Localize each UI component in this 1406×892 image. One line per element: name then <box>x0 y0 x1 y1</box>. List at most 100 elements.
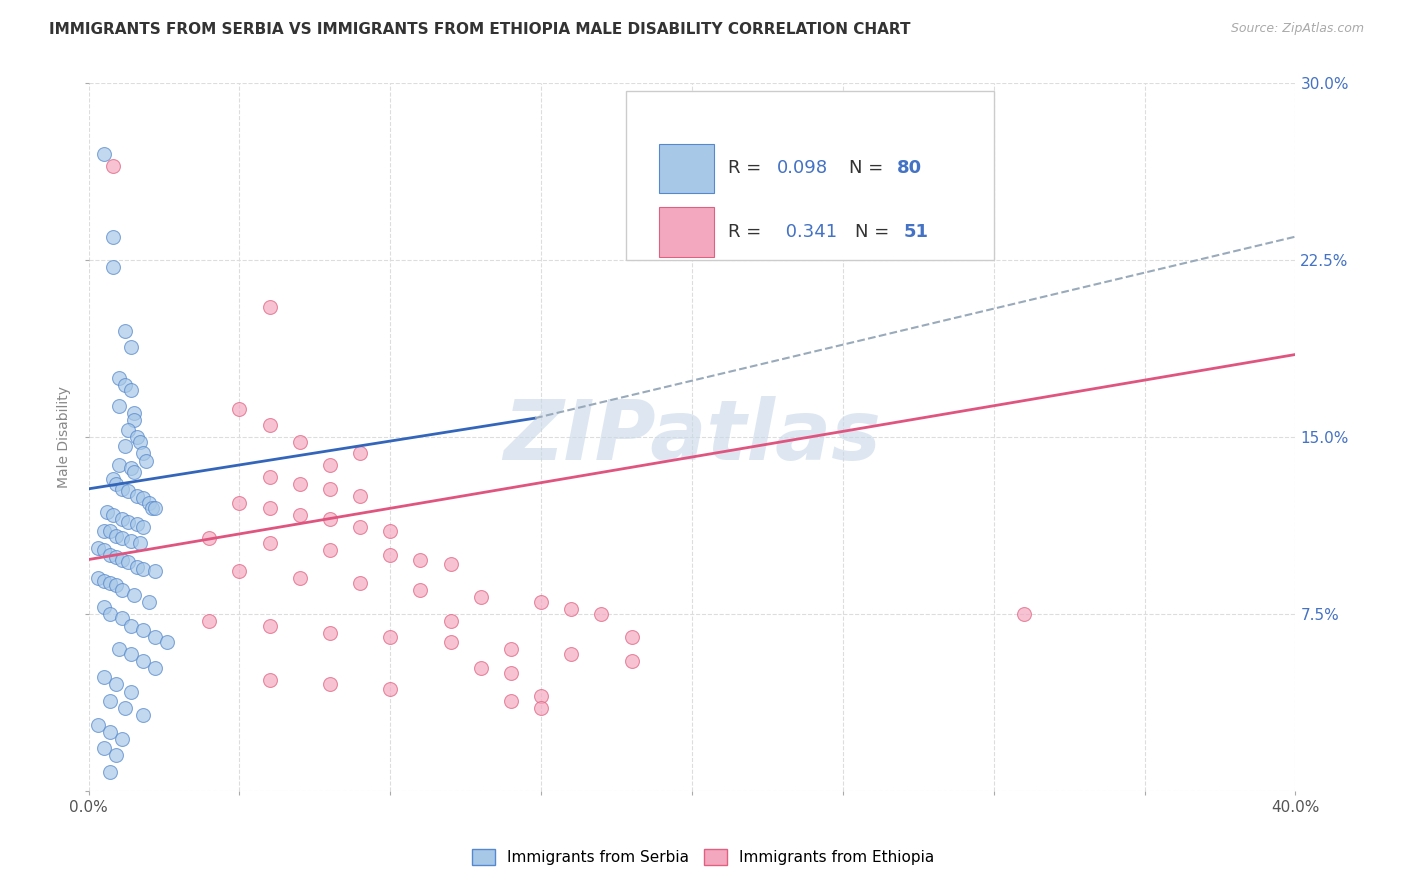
Text: 0.341: 0.341 <box>780 223 837 241</box>
Point <box>228 565 250 579</box>
Point <box>259 418 281 433</box>
Point <box>114 378 136 392</box>
Point <box>104 677 127 691</box>
Point <box>104 748 127 763</box>
Text: R =: R = <box>728 223 768 241</box>
Point <box>128 434 150 449</box>
Point <box>156 635 179 649</box>
Point <box>499 642 522 657</box>
Point <box>288 508 311 522</box>
Point <box>319 512 342 526</box>
Point <box>104 529 127 543</box>
Point <box>104 550 127 565</box>
Point <box>143 500 166 515</box>
Point <box>122 466 145 480</box>
Point <box>117 555 139 569</box>
Bar <box>659 144 714 193</box>
Point <box>530 701 553 715</box>
Point <box>132 491 155 506</box>
Point <box>93 599 115 614</box>
Text: Source: ZipAtlas.com: Source: ZipAtlas.com <box>1230 22 1364 36</box>
Point <box>111 482 134 496</box>
Point <box>98 724 121 739</box>
Point <box>111 532 134 546</box>
Point <box>93 574 115 588</box>
Point <box>120 684 142 698</box>
Point <box>114 701 136 715</box>
Point <box>288 477 311 491</box>
Point <box>439 558 461 572</box>
Point <box>470 591 492 605</box>
Point <box>101 472 124 486</box>
Point <box>107 371 129 385</box>
Point <box>349 489 371 503</box>
Point <box>560 647 582 661</box>
Point <box>93 524 115 539</box>
Point <box>132 519 155 533</box>
Point <box>560 602 582 616</box>
Point <box>259 470 281 484</box>
Point <box>107 400 129 414</box>
Point <box>319 543 342 558</box>
Point <box>259 673 281 687</box>
Point <box>530 595 553 609</box>
Point <box>122 588 145 602</box>
Point <box>470 661 492 675</box>
Point <box>114 324 136 338</box>
Point <box>101 260 124 275</box>
Point <box>96 505 118 519</box>
Point <box>122 413 145 427</box>
Point <box>125 559 148 574</box>
Text: 51: 51 <box>903 223 928 241</box>
Point <box>349 446 371 460</box>
Point <box>104 477 127 491</box>
Point <box>98 524 121 539</box>
Point <box>117 484 139 499</box>
Point <box>93 543 115 558</box>
Point <box>620 630 643 644</box>
Point <box>120 460 142 475</box>
Point <box>98 694 121 708</box>
Point <box>107 642 129 657</box>
Point <box>125 517 148 532</box>
Point <box>409 583 432 598</box>
Point <box>101 229 124 244</box>
Point <box>380 548 402 562</box>
Text: IMMIGRANTS FROM SERBIA VS IMMIGRANTS FROM ETHIOPIA MALE DISABILITY CORRELATION C: IMMIGRANTS FROM SERBIA VS IMMIGRANTS FRO… <box>49 22 911 37</box>
Point <box>499 665 522 680</box>
Point <box>120 618 142 632</box>
Point <box>132 624 155 638</box>
Point <box>120 647 142 661</box>
Point <box>380 630 402 644</box>
Point <box>138 595 160 609</box>
Point <box>319 458 342 473</box>
Point <box>319 677 342 691</box>
Legend: Immigrants from Serbia, Immigrants from Ethiopia: Immigrants from Serbia, Immigrants from … <box>465 843 941 871</box>
Point <box>107 458 129 473</box>
Point <box>259 618 281 632</box>
Point <box>831 147 853 161</box>
Point <box>143 661 166 675</box>
Point <box>86 571 108 585</box>
Text: N =: N = <box>855 223 896 241</box>
Point <box>120 533 142 548</box>
Point <box>104 578 127 592</box>
Point <box>349 576 371 591</box>
Point <box>198 614 221 628</box>
Point <box>120 383 142 397</box>
Point <box>98 576 121 591</box>
Point <box>288 571 311 585</box>
Point <box>499 694 522 708</box>
Text: N =: N = <box>849 160 889 178</box>
Text: 80: 80 <box>897 160 922 178</box>
Point <box>120 340 142 354</box>
Point <box>143 565 166 579</box>
Point <box>409 552 432 566</box>
Point <box>620 654 643 668</box>
Point <box>132 562 155 576</box>
Point <box>111 552 134 566</box>
Point <box>111 583 134 598</box>
Point <box>439 635 461 649</box>
Point <box>111 512 134 526</box>
Point <box>228 496 250 510</box>
